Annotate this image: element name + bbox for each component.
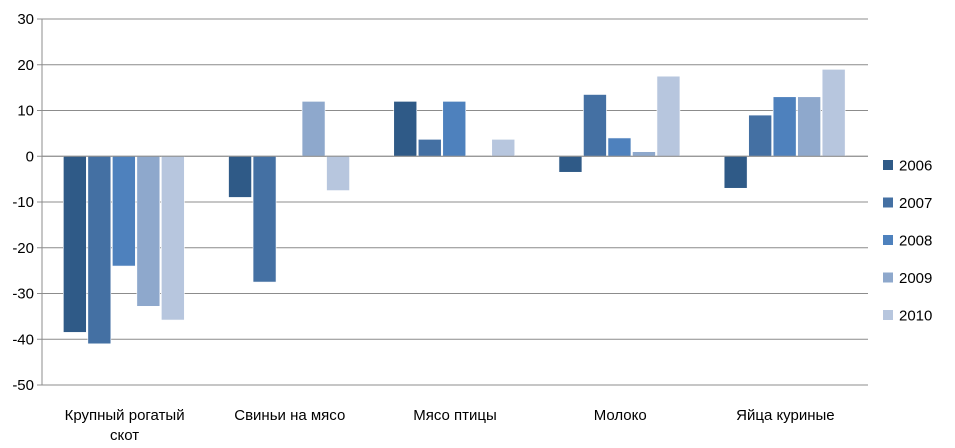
bar-2009-cat0 <box>136 155 161 307</box>
bar-2007-cat4 <box>748 114 772 157</box>
y-tick-label: 30 <box>17 11 34 28</box>
x-axis-labels: Крупный рогатый скот Свиньи на мясо Мясо пт… <box>65 407 835 444</box>
legend-label-2008: 2008 <box>899 233 932 250</box>
bar-2009-cat3 <box>632 151 656 157</box>
y-tick-label: 0 <box>26 148 34 165</box>
bar-2008-cat4 <box>772 96 797 157</box>
y-tick-label: -10 <box>12 194 34 211</box>
bar-2007-cat2 <box>417 139 442 157</box>
x-category-label: Свиньи на мясо <box>234 407 345 424</box>
legend-label-2007: 2007 <box>899 195 932 212</box>
bar-2010-cat1 <box>326 155 350 191</box>
bar-2006-cat4 <box>723 155 748 189</box>
bar-2008-cat3 <box>607 137 632 157</box>
bar-2007-cat1 <box>252 155 277 283</box>
y-tick-label: -40 <box>12 331 34 348</box>
bar-2006-cat0 <box>63 155 87 333</box>
bar-2006-cat1 <box>228 155 252 198</box>
x-category-label: скот <box>110 427 139 444</box>
legend: 2006 2007 2008 2009 2010 <box>883 158 932 325</box>
bars <box>63 69 846 345</box>
bar-2010-cat0 <box>161 155 185 321</box>
bar-2010-cat3 <box>656 75 681 157</box>
legend-swatch-2007 <box>883 197 893 208</box>
bar-2007-cat3 <box>583 94 607 157</box>
legend-swatch-2006 <box>883 160 893 170</box>
bar-2006-cat2 <box>393 101 418 157</box>
legend-swatch-2009 <box>883 272 893 283</box>
bar-2006-cat3 <box>558 155 583 173</box>
bar-2010-cat4 <box>821 69 846 157</box>
x-category-label: Мясо птицы <box>413 407 497 424</box>
bar-2008-cat0 <box>112 155 136 267</box>
axes <box>41 19 868 385</box>
bar-2010-cat2 <box>491 139 516 157</box>
bar-2009-cat4 <box>797 96 821 157</box>
x-category-label: Крупный рогатый <box>65 407 185 424</box>
legend-label-2009: 2009 <box>899 270 932 287</box>
bar-2007-cat0 <box>87 155 112 345</box>
bar-2009-cat1 <box>301 101 326 157</box>
legend-label-2006: 2006 <box>899 158 932 175</box>
legend-label-2010: 2010 <box>899 308 932 325</box>
y-tick-label: -50 <box>12 377 34 394</box>
y-tick-label: 20 <box>17 57 34 74</box>
legend-swatch-2010 <box>883 310 893 320</box>
y-tick-label: 10 <box>17 103 34 120</box>
y-axis-ticks: 30 20 10 0 -10 -20 -30 -40 -50 <box>12 11 42 394</box>
y-tick-label: -30 <box>12 286 34 303</box>
bar-2008-cat2 <box>442 101 467 157</box>
x-category-label: Молоко <box>594 407 647 424</box>
legend-swatch-2008 <box>883 235 893 245</box>
x-category-label: Яйца куриные <box>736 407 835 424</box>
y-tick-label: -20 <box>12 240 34 257</box>
